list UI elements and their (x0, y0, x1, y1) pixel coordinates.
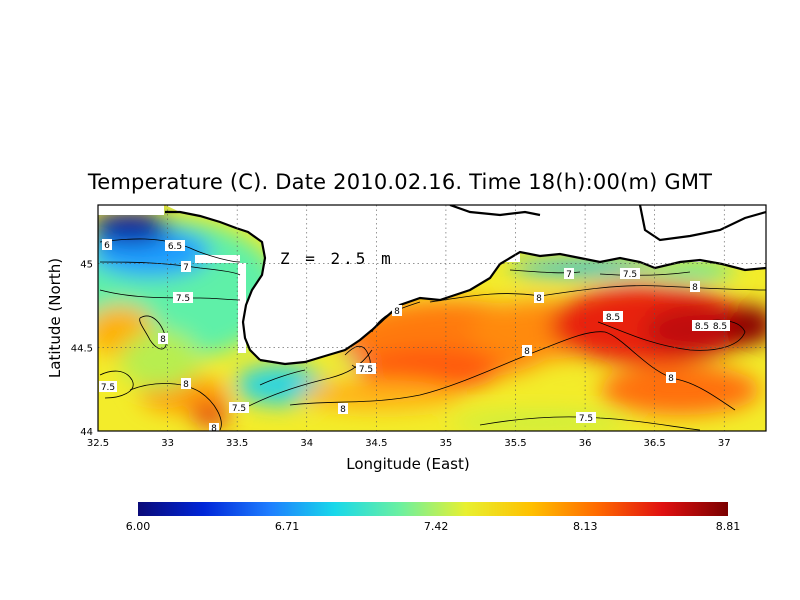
svg-text:7: 7 (566, 270, 572, 280)
contour-label: 7.5 (620, 268, 640, 280)
svg-text:8.5: 8.5 (695, 322, 709, 332)
svg-text:8: 8 (692, 283, 698, 293)
contour-label: 8.5 (710, 320, 730, 332)
svg-text:8: 8 (183, 380, 189, 390)
svg-text:8: 8 (211, 424, 217, 434)
colorbar-tick-label: 8.81 (716, 520, 741, 533)
svg-text:8: 8 (160, 335, 166, 345)
x-tick-label: 33.5 (226, 438, 248, 449)
svg-text:8: 8 (394, 307, 400, 317)
contour-label: 7.5 (229, 402, 249, 414)
contour-labels: 6 6.5 7 7.5 8 7.5 8 8 7.5 8 7 7.5 8 8 8.… (99, 239, 730, 434)
svg-text:8: 8 (340, 405, 346, 415)
svg-text:7.5: 7.5 (359, 365, 373, 375)
svg-text:8.5: 8.5 (713, 322, 727, 332)
x-tick-label: 32.5 (87, 438, 109, 449)
contour-label: 7 (181, 261, 191, 273)
colorbar-tick-label: 8.13 (573, 520, 598, 533)
contour-label: 8 (209, 423, 219, 434)
y-tick-label: 44 (80, 427, 93, 438)
contour-label: 8.5 (692, 320, 712, 332)
svg-text:7.5: 7.5 (176, 294, 190, 304)
svg-text:6.5: 6.5 (168, 242, 182, 252)
x-tick-label: 34.5 (365, 438, 387, 449)
svg-text:8.5: 8.5 (606, 313, 620, 323)
svg-text:8: 8 (668, 374, 674, 384)
svg-text:7: 7 (183, 263, 189, 273)
contour-label: 6.5 (165, 240, 185, 252)
contour-label: 8 (666, 372, 676, 384)
x-tick-label: 36 (579, 438, 592, 449)
grid (98, 205, 766, 431)
svg-text:8: 8 (536, 294, 542, 304)
x-tick-label: 35 (440, 438, 453, 449)
svg-text:6: 6 (104, 241, 110, 251)
contour-label: 8 (392, 305, 402, 317)
colorbar-tick-label: 6.71 (275, 520, 300, 533)
contour-label: 7 (564, 268, 574, 280)
depth-annotation: Z = 2.5 m (280, 249, 394, 268)
plot-frame (97, 204, 767, 432)
x-tick-label: 35.5 (504, 438, 526, 449)
colorbar-tick-label: 7.42 (424, 520, 449, 533)
contour-label: 8 (534, 292, 544, 304)
contour-label: 8 (158, 333, 168, 345)
contour-label: 7.5 (99, 381, 117, 393)
map-title: Temperature (C). Date 2010.02.16. Time 1… (87, 170, 713, 194)
x-axis-label: Longitude (East) (346, 455, 469, 473)
y-axis-ticks: 44 44.5 45 (71, 260, 93, 438)
colorbar-tick-label: 6.00 (126, 520, 151, 533)
x-tick-label: 33 (161, 438, 174, 449)
x-axis-ticks: 32.5 33 33.5 34 34.5 35 35.5 36 36.5 37 (87, 438, 731, 449)
svg-text:7.5: 7.5 (101, 383, 115, 393)
contour-label: 7.5 (173, 292, 193, 304)
y-tick-label: 45 (80, 260, 93, 271)
x-tick-label: 37 (718, 438, 731, 449)
contour-label: 8 (690, 281, 700, 293)
coastline (165, 205, 766, 366)
x-tick-label: 36.5 (644, 438, 666, 449)
contour-label: 7.5 (576, 412, 596, 424)
svg-text:7.5: 7.5 (623, 270, 637, 280)
contour-lines (99, 238, 766, 431)
contour-label: 8 (181, 378, 191, 390)
svg-text:8: 8 (524, 347, 530, 357)
colorbar (138, 502, 728, 516)
contour-label: 7.5 (356, 363, 376, 375)
colorbar-tick-labels: 6.00 6.71 7.42 8.13 8.81 (126, 520, 741, 533)
y-tick-label: 44.5 (71, 343, 93, 354)
contour-label: 8 (338, 403, 348, 415)
svg-text:7.5: 7.5 (579, 414, 593, 424)
y-axis-label: Latitude (North) (46, 258, 64, 378)
contour-label: 8.5 (603, 311, 623, 323)
contour-label: 8 (522, 345, 532, 357)
x-tick-label: 34 (300, 438, 313, 449)
svg-text:7.5: 7.5 (232, 404, 246, 414)
contour-label: 6 (102, 239, 112, 251)
